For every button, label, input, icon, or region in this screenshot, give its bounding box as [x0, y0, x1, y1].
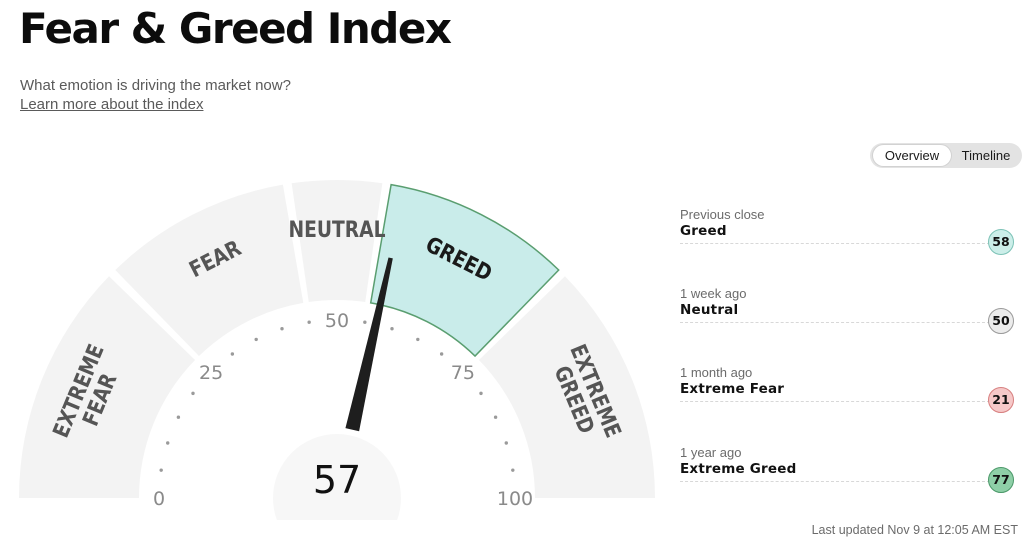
timeline-tab[interactable]: Timeline [961, 148, 1011, 163]
dial-dot [280, 327, 284, 331]
gauge-segment-extreme-greed [478, 276, 655, 498]
dial-dot [511, 468, 515, 472]
learn-more-link[interactable]: Learn more about the index [20, 96, 204, 113]
gauge-needle [345, 257, 393, 432]
history-label: Greed [680, 223, 733, 239]
last-updated: Last updated Nov 9 at 12:05 AM EST [811, 523, 1018, 537]
history-1-year-ago: 1 year ago Extreme Greed 77 [680, 445, 1020, 505]
gauge-segment-extreme-fear [19, 276, 196, 498]
gauge-tick-label: 50 [325, 310, 349, 332]
history-label: Extreme Fear [680, 381, 791, 397]
dial-dot [166, 441, 170, 445]
dial-dot [307, 320, 311, 324]
dial-dot [363, 320, 367, 324]
history-1-month-ago: 1 month ago Extreme Fear 21 [680, 365, 1020, 425]
gauge-tick-label: 25 [199, 362, 223, 384]
dial-dot [254, 337, 258, 342]
history-label: Extreme Greed [680, 461, 803, 477]
dial-dot [416, 337, 420, 342]
history-1-week-ago: 1 week ago Neutral 50 [680, 286, 1020, 346]
history-value-badge: 50 [988, 308, 1014, 334]
history-value-badge: 77 [988, 467, 1014, 493]
dial-dot [390, 327, 394, 331]
view-toggle: Overview Timeline [870, 143, 1022, 168]
history-period: 1 week ago [680, 286, 747, 301]
dial-dot [176, 415, 181, 419]
dial-dot [159, 468, 163, 472]
history-divider [680, 322, 990, 323]
history-value-badge: 21 [988, 387, 1014, 413]
gauge-tick-label: 0 [153, 488, 165, 510]
dial-dot [439, 352, 444, 356]
dial-dot [230, 352, 235, 356]
gauge-value: 57 [313, 458, 361, 502]
history-previous-close: Previous close Greed 58 [680, 207, 1020, 267]
history-value-badge: 58 [988, 229, 1014, 255]
dial-dot [191, 391, 195, 396]
value-hub [273, 434, 401, 520]
fear-greed-gauge: EXTREMEFEARFEARNEUTRALGREEDEXTREMEGREED … [19, 179, 655, 520]
history-period: Previous close [680, 207, 765, 222]
gauge-label-neutral: NEUTRAL [288, 217, 385, 243]
history-divider [680, 401, 990, 402]
gauge-tick-label: 75 [451, 362, 475, 384]
page-title: Fear & Greed Index [19, 4, 452, 53]
gauge-segment-fear [115, 184, 304, 357]
history-period: 1 year ago [680, 445, 742, 460]
dial-dot [493, 415, 498, 419]
gauge-tick-label: 100 [497, 488, 533, 510]
history-period: 1 month ago [680, 365, 753, 380]
gauge-segment-greed [369, 183, 560, 358]
overview-tab[interactable]: Overview [873, 145, 951, 166]
history-label: Neutral [680, 302, 745, 318]
history-divider [680, 243, 990, 244]
page-subtitle: What emotion is driving the market now? [20, 77, 291, 94]
dial-dot [504, 441, 508, 445]
dial-dot [479, 391, 483, 396]
gauge-segment-neutral [291, 179, 383, 303]
history-divider [680, 481, 990, 482]
